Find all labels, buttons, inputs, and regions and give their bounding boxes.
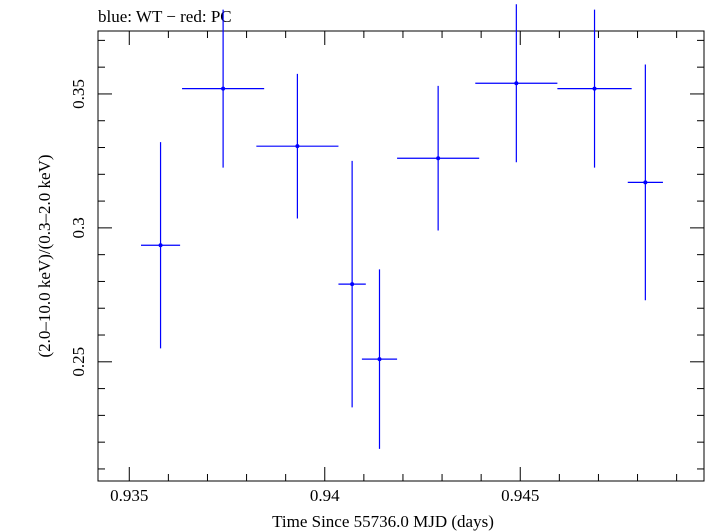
point-marker (643, 180, 648, 185)
data-point (397, 85, 480, 231)
x-axis-label: Time Since 55736.0 MJD (days) (272, 512, 494, 531)
point-marker (514, 81, 519, 86)
point-marker (295, 144, 300, 149)
x-tick-label: 0.935 (110, 486, 148, 505)
y-tick-label: 0.25 (69, 347, 88, 377)
axis-ticks (98, 31, 704, 481)
point-marker (377, 357, 382, 362)
point-marker (221, 86, 226, 91)
point-marker (350, 282, 355, 287)
y-tick-label: 0.35 (69, 79, 88, 109)
data-point (475, 4, 558, 163)
x-tick-label: 0.945 (501, 486, 539, 505)
axis-tick-labels: 0.935 0.94 0.945 0.25 0.3 0.35 (69, 79, 539, 505)
data-point (256, 73, 339, 219)
chart-title: blue: WT − red: PC (98, 7, 232, 26)
data-point (141, 142, 181, 349)
x-tick-label: 0.94 (310, 486, 340, 505)
data-point (557, 9, 632, 168)
point-marker (158, 243, 163, 248)
data-point (361, 269, 398, 449)
y-axis-label: (2.0–10.0 keV)/(0.3–2.0 keV) (35, 154, 54, 357)
plot-frame (97, 30, 705, 482)
data-point (627, 64, 663, 301)
data-points (141, 4, 663, 449)
point-marker (592, 86, 597, 91)
y-tick-label: 0.3 (69, 217, 88, 238)
point-marker (436, 156, 441, 161)
data-point (338, 160, 366, 408)
data-point (182, 9, 265, 168)
